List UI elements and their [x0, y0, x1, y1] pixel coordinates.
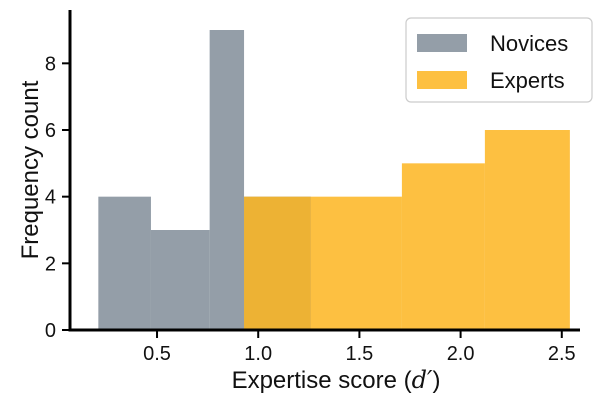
bar-novices-1 — [150, 230, 210, 330]
y-tick-label: 6 — [45, 120, 56, 142]
y-tick-label: 0 — [45, 320, 56, 342]
bar-experts-3 — [484, 130, 570, 330]
bar-experts-1 — [310, 196, 402, 330]
legend-swatch-novices — [417, 34, 467, 52]
x-tick-label: 1.0 — [244, 343, 272, 365]
y-axis-label: Frequency count — [17, 80, 44, 259]
bar-experts-0 — [244, 196, 311, 330]
y-tick-label: 2 — [45, 253, 56, 275]
bars-layer — [98, 30, 570, 330]
legend: Novices Experts — [405, 17, 593, 103]
x-tick-label: 1.5 — [345, 343, 373, 365]
y-tick-label: 8 — [45, 53, 56, 75]
legend-label-novices: Novices — [490, 31, 568, 56]
x-tick-label: 0.5 — [143, 343, 171, 365]
bar-novices-0 — [98, 196, 151, 330]
ticks-layer: 0.5 1.0 1.5 2.0 2.5 0 2 4 6 8 — [45, 53, 576, 365]
x-tick-label: 2.0 — [447, 343, 475, 365]
y-tick-label: 4 — [45, 187, 56, 209]
x-axis-label: Expertise score (d′) — [232, 366, 441, 394]
bar-experts-2 — [401, 163, 485, 330]
x-tick-label: 2.5 — [548, 343, 576, 365]
legend-label-experts: Experts — [490, 68, 565, 93]
legend-swatch-experts — [417, 71, 467, 89]
bar-novices-2 — [209, 30, 245, 330]
